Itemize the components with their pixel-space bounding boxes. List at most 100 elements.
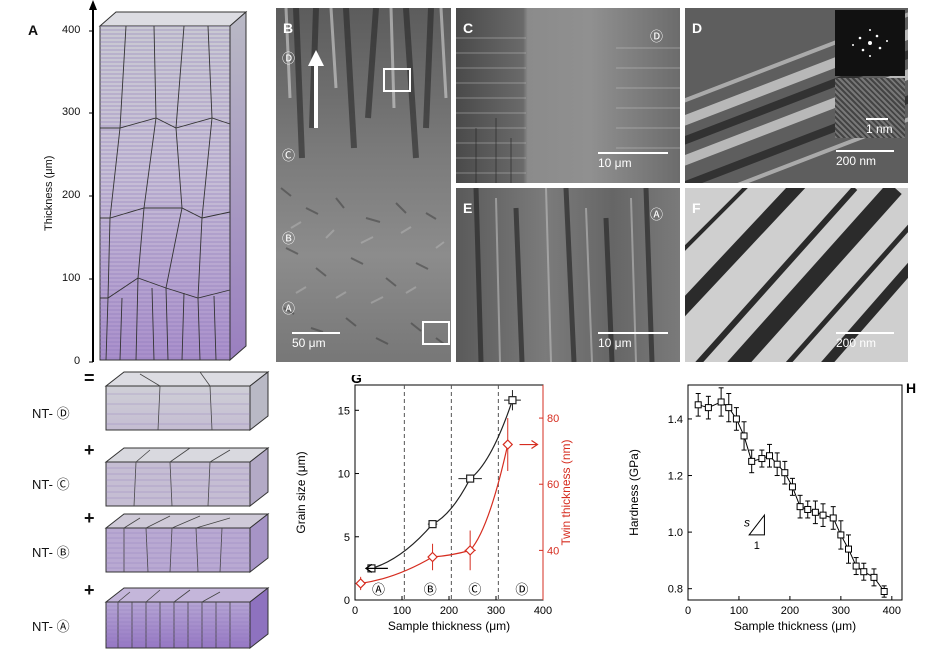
zone-marker: Ⓓ <box>282 51 296 66</box>
slope-triangle <box>748 513 765 536</box>
panel-e-scale-bar: 10 μm <box>598 332 668 350</box>
y-tick-label: 5 <box>344 532 350 544</box>
x-tick-label: 200 <box>440 605 458 617</box>
scale-label: 10 μm <box>598 336 632 350</box>
zone-marker: Ⓐ <box>650 207 664 222</box>
slope-run-label: 1 <box>754 540 760 552</box>
hardness-chart: 0 100 200 300 400 0.8 1.0 1.2 1.4 Sample thicknes… <box>627 380 916 633</box>
zone-marker: Ⓑ <box>424 582 437 597</box>
x-tick-label: 100 <box>393 605 411 617</box>
zone-marker: Ⓑ <box>282 231 296 246</box>
data-point <box>740 432 748 440</box>
panel-b-image <box>276 8 451 362</box>
x-tick-label: 0 <box>352 605 358 617</box>
plot-frame <box>687 384 903 601</box>
x-tick-label: 300 <box>487 605 505 617</box>
slope-label: s <box>744 515 750 529</box>
data-point <box>845 545 852 553</box>
panel-d-label: D <box>692 20 703 36</box>
panel-a-tick: 400 <box>62 24 81 36</box>
zone-marker: Ⓓ <box>515 582 528 597</box>
panel-a-tick: 200 <box>62 189 81 201</box>
scale-label: 200 nm <box>836 154 877 168</box>
y-tick-label: 10 <box>338 469 350 481</box>
data-point <box>725 404 733 412</box>
data-point <box>804 505 812 513</box>
panel-c-label: C <box>463 20 474 36</box>
zone-marker: Ⓐ <box>372 582 385 597</box>
x-tick-label: 300 <box>832 605 850 617</box>
panel-f-image <box>685 188 908 362</box>
layer-prefix: NT- <box>32 545 53 560</box>
y2-tick-label: 80 <box>547 413 559 425</box>
left-axis-arrow <box>364 563 388 573</box>
plot-frame <box>354 384 544 601</box>
data-point <box>837 531 845 539</box>
zone-marker: Ⓐ <box>282 301 296 316</box>
equals-sign: = <box>84 368 95 388</box>
x-tick-label: 100 <box>730 605 748 617</box>
panel-a-ylabel: Thickness (μm) <box>43 155 55 231</box>
panel-f-label: F <box>692 200 701 216</box>
panel-b-label: B <box>283 20 294 36</box>
panel-d-inset-scale-bar: 1 nm <box>866 118 893 136</box>
layer-zone: Ⓓ <box>56 406 70 421</box>
roi-box <box>383 68 411 92</box>
panel-b-scale-bar: 50 μm <box>292 332 340 350</box>
y-tick-label: 0.8 <box>668 584 683 596</box>
panel-a-tick: 100 <box>62 272 81 284</box>
x-tick-label: 400 <box>883 605 901 617</box>
layer-label-d: NT- Ⓓ <box>32 403 70 422</box>
layer-zone: Ⓑ <box>56 545 70 560</box>
data-point <box>464 545 476 556</box>
x-axis-label: Sample thickness (μm) <box>388 619 510 633</box>
x-axis-label: Sample thickness (μm) <box>734 619 856 633</box>
layer-prefix: NT- <box>32 477 53 492</box>
y-tick-label: 1.4 <box>668 414 683 426</box>
panel-a-tick: 300 <box>62 106 81 118</box>
x-tick-label: 0 <box>685 605 691 617</box>
panel-c-scale-bar: 10 μm <box>598 152 668 170</box>
data-point <box>748 457 756 465</box>
data-point <box>811 508 819 516</box>
data-point <box>829 514 837 522</box>
plus-sign: + <box>84 580 95 600</box>
y2-tick-label: 60 <box>547 479 559 491</box>
data-point <box>796 503 804 511</box>
panel-d-scale-bar: 200 nm <box>836 150 894 168</box>
data-point <box>788 483 796 491</box>
layer-prefix: NT- <box>32 406 53 421</box>
layer-prefix: NT- <box>32 619 53 634</box>
scale-label: 10 μm <box>598 156 632 170</box>
plus-sign: + <box>84 440 95 460</box>
data-point <box>860 568 868 576</box>
panel-f-scale-bar: 200 nm <box>836 332 894 350</box>
panel-label: G <box>351 375 362 386</box>
data-point <box>852 562 860 570</box>
scale-label: 50 μm <box>292 336 326 350</box>
data-point <box>819 511 827 519</box>
y-tick-label: 1.2 <box>668 471 683 483</box>
diffraction-pattern-inset <box>835 10 905 76</box>
zone-marker: Ⓒ <box>282 148 296 163</box>
scale-label: 1 nm <box>866 122 893 136</box>
data-point <box>508 396 517 405</box>
data-point <box>766 452 774 460</box>
y-tick-label: 0 <box>344 595 350 607</box>
layer-label-b: NT- Ⓑ <box>32 542 70 561</box>
y-tick-label: 1.0 <box>668 527 683 539</box>
data-point <box>732 415 740 423</box>
data-point <box>427 551 438 563</box>
roi-box <box>422 321 450 345</box>
y2-tick-label: 40 <box>547 545 559 557</box>
data-point <box>773 460 781 468</box>
data-point <box>355 578 366 589</box>
layer-label-a: NT- Ⓐ <box>32 616 70 635</box>
panel-e-label: E <box>463 200 473 216</box>
y-axis-label: Hardness (GPa) <box>627 449 641 536</box>
growth-direction-arrow <box>308 50 324 128</box>
zone-marker: Ⓒ <box>468 582 481 597</box>
panel-a-tick: 0 <box>74 355 81 367</box>
data-point <box>428 520 437 529</box>
y-axis-label: Grain size (μm) <box>294 451 308 533</box>
